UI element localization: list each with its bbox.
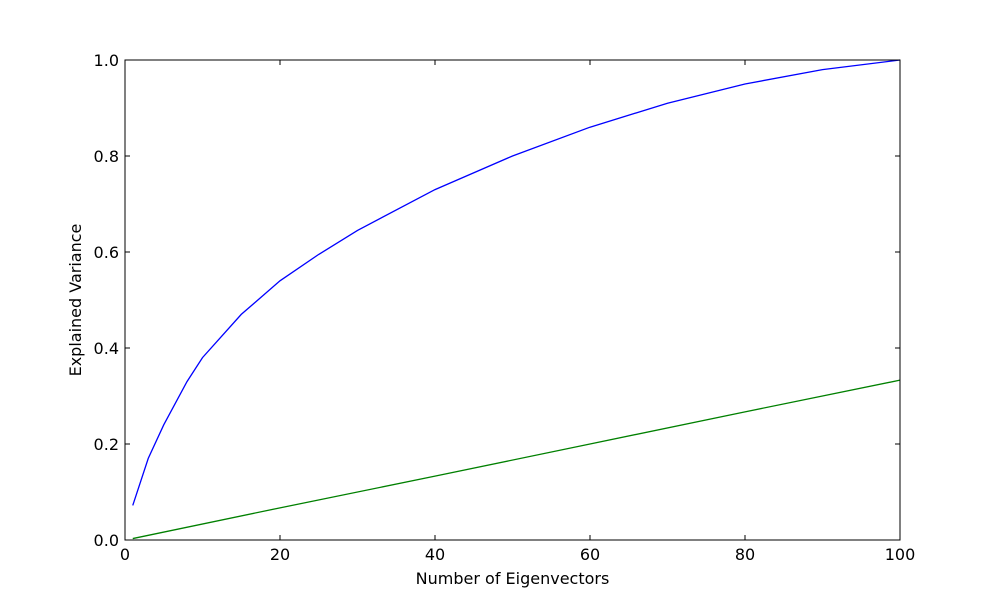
x-axis-label: Number of Eigenvectors — [416, 569, 610, 588]
series-layer — [132, 59, 901, 540]
x-tick-label: 80 — [735, 545, 755, 564]
series-line-1 — [132, 59, 901, 506]
y-tick-label: 0.0 — [94, 531, 119, 550]
x-tick-label: 40 — [425, 545, 445, 564]
y-tick-label: 0.2 — [94, 435, 119, 454]
y-tick-label: 0.4 — [94, 339, 119, 358]
y-axis-label: Explained Variance — [66, 224, 85, 377]
x-tick-label: 20 — [270, 545, 290, 564]
ticks-layer: 0 20 40 60 80 100 0.0 0.2 0.4 0.6 0.8 1.0 — [94, 51, 916, 564]
axes-frame — [124, 59, 901, 541]
series-line-2 — [132, 379, 901, 540]
x-tick-label: 0 — [120, 545, 130, 564]
y-tick-label: 0.8 — [94, 147, 119, 166]
y-tick-label: 0.6 — [94, 243, 119, 262]
x-tick-label: 100 — [885, 545, 916, 564]
y-tick-label: 1.0 — [94, 51, 119, 70]
x-tick-label: 60 — [580, 545, 600, 564]
